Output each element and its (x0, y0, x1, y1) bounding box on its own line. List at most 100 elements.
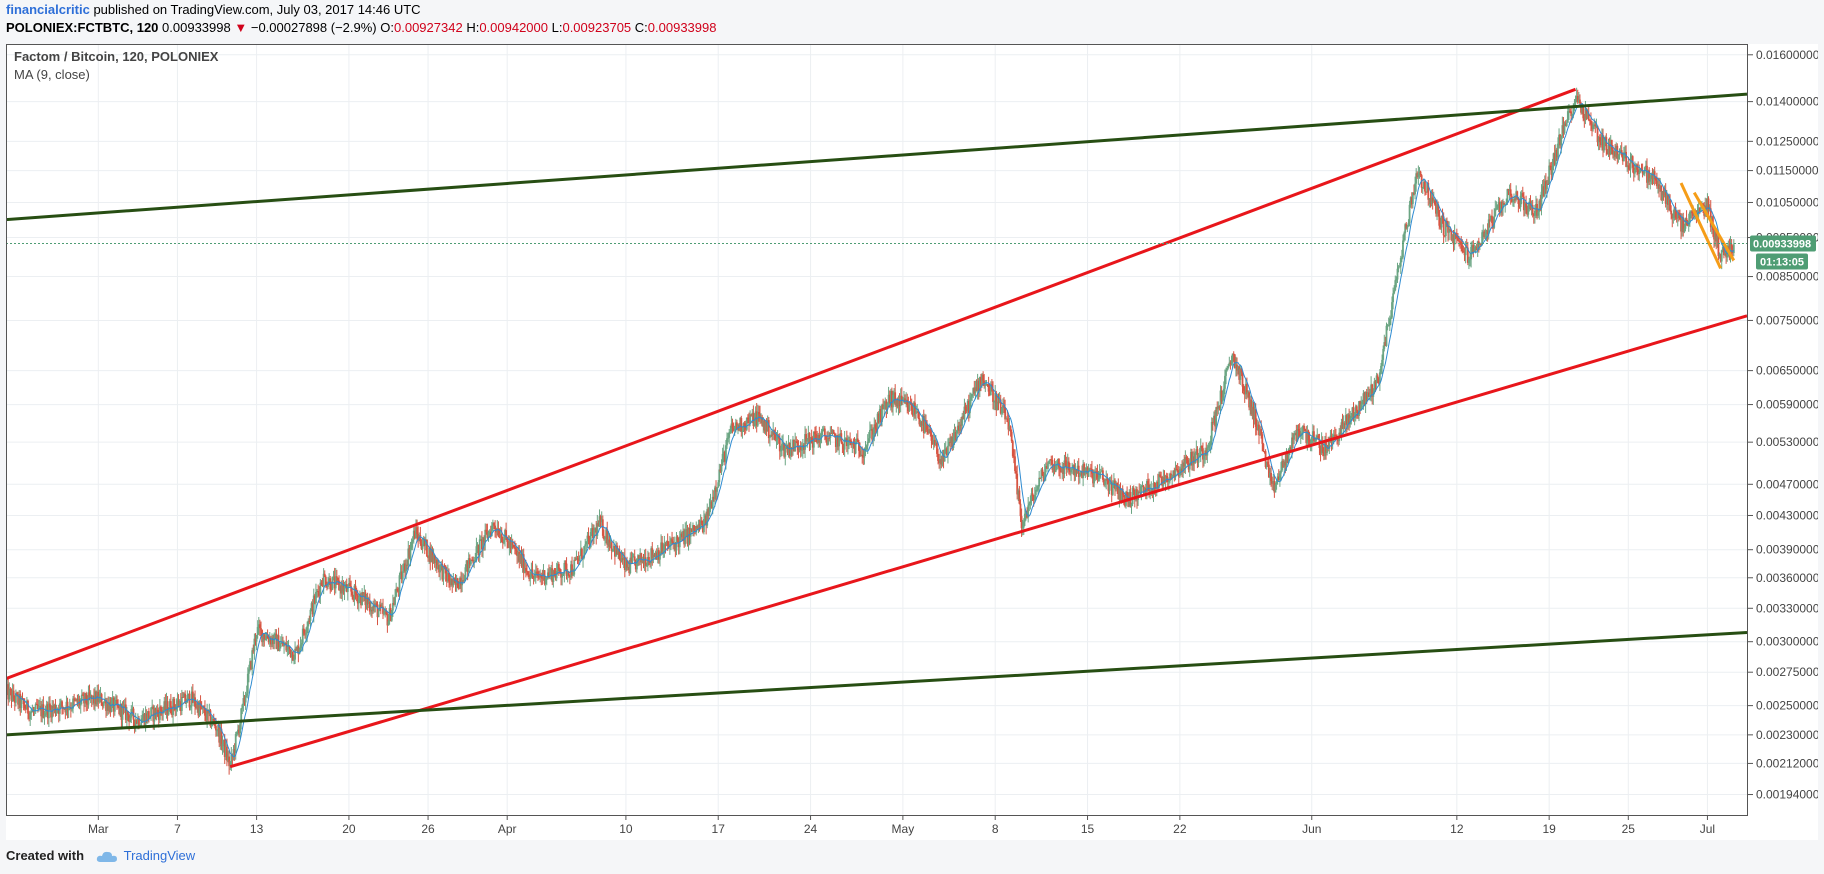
candle-body (987, 384, 990, 392)
price-chart[interactable]: 0.01600000 0.01400000 0.01250000 0.01150000… (6, 44, 1818, 840)
author-link[interactable]: financialcritic (6, 2, 90, 17)
candle-body (918, 417, 921, 425)
candle-body (1432, 200, 1435, 202)
candle-body (1321, 440, 1324, 452)
candle-body (99, 694, 102, 696)
candle-body (322, 573, 325, 586)
trendline[interactable] (6, 630, 1748, 737)
candle-body (1531, 205, 1534, 215)
y-tick-label: 0.00300000 (1756, 635, 1818, 649)
candle-body (815, 434, 817, 440)
candle-body (1292, 437, 1294, 440)
trendlines-layer[interactable] (6, 87, 1748, 769)
candle-body (1221, 397, 1224, 402)
candle-body (1258, 424, 1260, 436)
candle-body (1646, 165, 1648, 183)
candle-body (972, 388, 975, 395)
candle-body (698, 523, 701, 529)
candle-body (332, 576, 335, 578)
candle-body (971, 394, 974, 397)
candle-body (204, 707, 206, 716)
candle-body (1629, 158, 1632, 170)
trendline[interactable] (6, 87, 1577, 681)
candle-body (17, 694, 19, 705)
candle-body (1597, 137, 1600, 143)
candle-body (1308, 439, 1311, 445)
candle-body (272, 637, 274, 644)
candle-body (1481, 232, 1484, 246)
candle-body (1533, 210, 1536, 216)
trendline[interactable] (1692, 191, 1736, 262)
candle-body (1159, 474, 1161, 477)
candle-body (1657, 184, 1659, 187)
candle-body (104, 700, 106, 702)
candle-body (1488, 219, 1491, 221)
candle-body (7, 684, 10, 700)
candle-body (1569, 111, 1571, 113)
candle-body (339, 585, 342, 591)
candle-body (874, 424, 877, 429)
candle-body (565, 563, 568, 576)
trendline[interactable] (229, 314, 1748, 769)
candle-body (545, 577, 548, 579)
candle-body (1615, 145, 1618, 157)
candle-body (1436, 204, 1438, 214)
candle-body (552, 570, 555, 583)
candle-body (1011, 441, 1014, 457)
price-axis[interactable]: 0.01600000 0.01400000 0.01250000 0.01150000… (1748, 48, 1818, 802)
time-axis[interactable]: Mar 7 13 20 26 Apr 10 17 24 May 8 15 22 Jun 12 19 25 Jul (88, 815, 1715, 836)
tradingview-brand[interactable]: TradingView (123, 848, 196, 863)
candle-body (233, 749, 236, 753)
candle-body (485, 529, 488, 532)
candle-body (1054, 466, 1057, 473)
candle-body (781, 443, 783, 450)
candle-body (771, 434, 773, 436)
candle-body (1588, 120, 1591, 122)
candle-body (1491, 215, 1493, 224)
candle-body (1369, 393, 1371, 397)
candle-body (1182, 462, 1185, 472)
candle-body (457, 587, 460, 589)
candle-body (1613, 151, 1615, 155)
candle-body (936, 442, 938, 454)
candle-body (1685, 218, 1688, 222)
candle-body (1113, 480, 1115, 483)
x-tick-label: 20 (342, 822, 356, 836)
candle-body (689, 528, 692, 537)
candle-body (861, 454, 864, 456)
candle-body (1010, 431, 1013, 442)
candle-body (1724, 253, 1726, 256)
candle-body (151, 706, 154, 708)
candle-body (1683, 228, 1686, 233)
candle-body (1497, 201, 1500, 205)
candle-body (1224, 375, 1226, 389)
candle-body (555, 571, 558, 579)
trendline[interactable] (1679, 182, 1722, 270)
candle-body (1314, 440, 1316, 442)
candle-body (1023, 513, 1026, 522)
candle-body (1571, 113, 1574, 116)
candle-body (1376, 375, 1379, 379)
candle-body (573, 559, 576, 575)
candle-body (958, 425, 960, 431)
candle-body (1355, 406, 1358, 411)
candle-body (377, 610, 380, 618)
candle-body (556, 564, 559, 572)
candle-body (726, 438, 728, 446)
candle-body (1495, 208, 1498, 210)
trendline[interactable] (6, 92, 1748, 222)
y-tick-label: 0.00250000 (1756, 699, 1818, 713)
candle-body (775, 438, 778, 440)
candle-body (30, 712, 33, 714)
candle-body (1251, 406, 1254, 415)
candle-body (1343, 423, 1346, 425)
candle-body (98, 695, 101, 702)
candle-body (140, 722, 143, 727)
candle-body (57, 709, 60, 714)
candle-body (464, 567, 467, 581)
candle-body (1256, 424, 1259, 431)
candle-body (509, 541, 512, 549)
candle-body (1206, 447, 1209, 456)
candle-body (649, 562, 651, 564)
candle-body (1225, 370, 1227, 376)
